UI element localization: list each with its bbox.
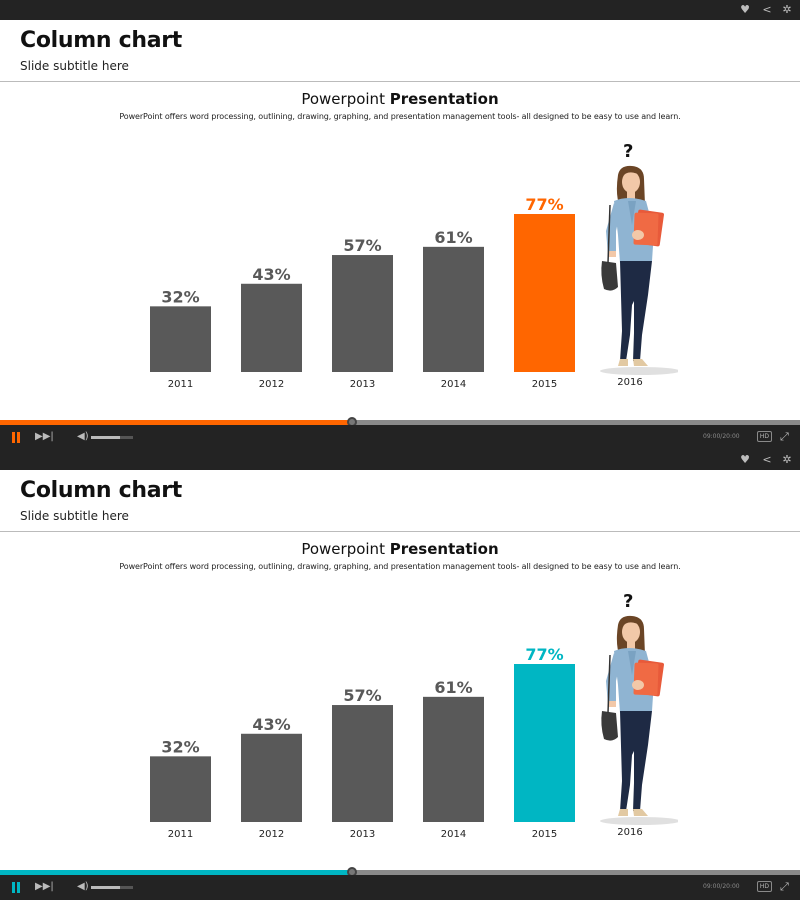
volume-fill [91, 886, 121, 889]
top-toolbar: ♥ < ✲ [0, 450, 800, 470]
slide-title: Column chart [20, 28, 183, 53]
progress-fill [0, 870, 352, 875]
bar-2014 [423, 246, 484, 372]
control-bar: ▶▶| ◀) 09:00/20:00 HD ⤢ [0, 425, 800, 450]
share-icon[interactable]: < [762, 453, 772, 466]
progress-fill [0, 420, 352, 425]
category-label-2013: 2013 [350, 379, 375, 390]
data-label-2015: 77% [525, 645, 563, 664]
category-label-2015: 2015 [532, 379, 557, 390]
slide-panel-bottom: ♥ < ✲ Column chart Slide subtitle here P… [0, 450, 800, 900]
heart-icon[interactable]: ♥ [740, 453, 750, 466]
category-label-2014: 2014 [441, 829, 466, 840]
data-label-2012: 43% [252, 265, 290, 284]
time-display: 09:00/20:00 [703, 433, 740, 440]
bar-2013 [332, 705, 393, 822]
hd-button[interactable]: HD [757, 431, 772, 442]
data-label-2012: 43% [252, 715, 290, 734]
data-label-2015: 77% [525, 195, 563, 214]
presentation-title-bold: Presentation [389, 540, 499, 558]
volume-slider[interactable] [91, 886, 133, 889]
slide-subtitle: Slide subtitle here [20, 509, 129, 523]
volume-slider[interactable] [91, 436, 133, 439]
question-mark: ? [623, 591, 634, 612]
column-chart: 32% 2011 43% 2012 57% 2013 61% 2014 77% 2015 2016 [150, 645, 643, 840]
student-figure-illustration [600, 165, 678, 375]
volume-icon[interactable]: ◀) [77, 431, 89, 442]
divider [0, 81, 800, 82]
category-label-2011: 2011 [168, 379, 193, 390]
gear-icon[interactable]: ✲ [782, 3, 792, 16]
bar-2011 [150, 756, 211, 822]
gear-icon[interactable]: ✲ [782, 453, 792, 466]
slide-subtitle: Slide subtitle here [20, 59, 129, 73]
bar-2011 [150, 306, 211, 372]
fullscreen-icon[interactable]: ⤢ [780, 880, 789, 893]
data-label-2011: 32% [161, 737, 199, 756]
category-label-2012: 2012 [259, 379, 284, 390]
presentation-title: Powerpoint Presentation [0, 90, 800, 108]
control-bar: ▶▶| ◀) 09:00/20:00 HD ⤢ [0, 875, 800, 900]
bar-2014 [423, 696, 484, 822]
volume-fill [91, 436, 121, 439]
category-label-2015: 2015 [532, 829, 557, 840]
column-chart: 32% 2011 43% 2012 57% 2013 61% 2014 77% 2015 2016 [150, 195, 643, 390]
category-label-2016: 2016 [617, 377, 642, 388]
slide-title: Column chart [20, 478, 183, 503]
heart-icon[interactable]: ♥ [740, 3, 750, 16]
category-label-2011: 2011 [168, 829, 193, 840]
player-controls: ▶▶| ◀) 09:00/20:00 HD ⤢ [0, 417, 800, 450]
presentation-title-normal: Powerpoint [301, 90, 390, 108]
fullscreen-icon[interactable]: ⤢ [780, 430, 789, 443]
data-label-2013: 57% [343, 686, 381, 705]
pause-icon[interactable] [11, 432, 21, 443]
category-label-2012: 2012 [259, 829, 284, 840]
bar-2012 [241, 733, 302, 822]
time-display: 09:00/20:00 [703, 883, 740, 890]
data-label-2011: 32% [161, 287, 199, 306]
hd-button[interactable]: HD [757, 881, 772, 892]
data-label-2014: 61% [434, 228, 472, 247]
bar-2012 [241, 283, 302, 372]
volume-icon[interactable]: ◀) [77, 881, 89, 892]
bar-2015 [514, 214, 575, 372]
category-label-2013: 2013 [350, 829, 375, 840]
share-icon[interactable]: < [762, 3, 772, 16]
slide-panel-top: ♥ < ✲ Column chart Slide subtitle here P… [0, 0, 800, 450]
presentation-title: Powerpoint Presentation [0, 540, 800, 558]
question-mark: ? [623, 141, 634, 162]
bar-2015 [514, 664, 575, 822]
category-label-2016: 2016 [617, 827, 642, 838]
top-toolbar: ♥ < ✲ [0, 0, 800, 20]
presentation-description: PowerPoint offers word processing, outli… [119, 112, 681, 121]
skip-icon[interactable]: ▶▶| [35, 881, 54, 892]
skip-icon[interactable]: ▶▶| [35, 431, 54, 442]
bar-2013 [332, 255, 393, 372]
presentation-description: PowerPoint offers word processing, outli… [119, 562, 681, 571]
presentation-title-bold: Presentation [389, 90, 499, 108]
data-label-2013: 57% [343, 236, 381, 255]
student-figure-illustration [600, 615, 678, 825]
category-label-2014: 2014 [441, 379, 466, 390]
divider [0, 531, 800, 532]
player-controls: ▶▶| ◀) 09:00/20:00 HD ⤢ [0, 867, 800, 900]
pause-icon[interactable] [11, 882, 21, 893]
data-label-2014: 61% [434, 678, 472, 697]
presentation-title-normal: Powerpoint [301, 540, 390, 558]
